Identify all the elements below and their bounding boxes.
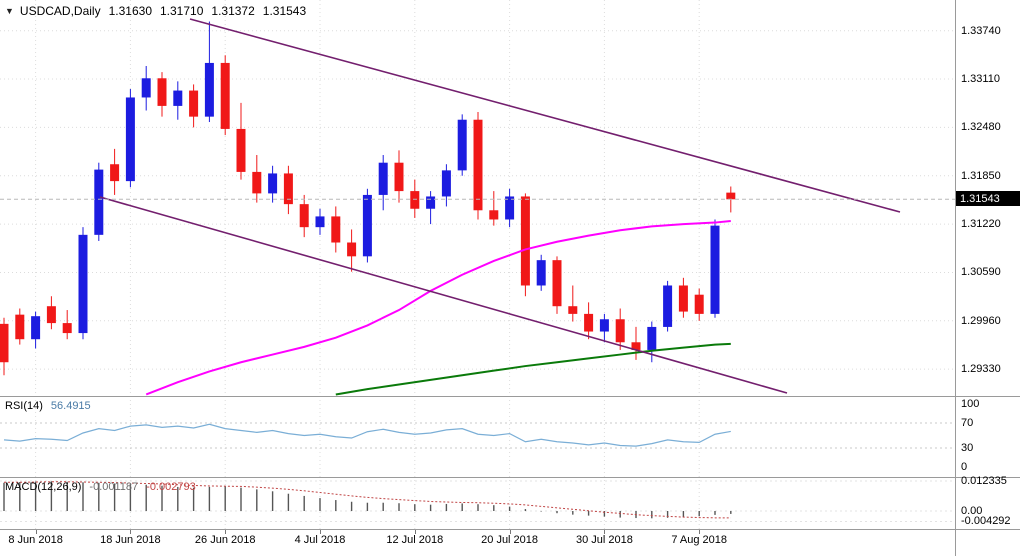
date-axis-label: 4 Jul 2018 [294,534,346,546]
date-axis-tick [414,530,416,534]
macd-axis-label: 0.00 [961,505,983,517]
date-axis-tick [509,530,511,534]
date-axis-label: 20 Jul 2018 [481,534,539,546]
main-rsi-divider[interactable] [0,396,1020,397]
rsi-macd-divider[interactable] [0,477,1020,478]
chart-title-bar: ▼ USDCAD,Daily 1.31630 1.31710 1.31372 1… [5,4,306,18]
rsi-indicator-value: 56.4915 [50,400,91,412]
date-axis-label: 7 Aug 2018 [671,534,728,546]
price-axis-label: 1.33110 [961,73,1000,86]
date-axis-tick [320,530,321,534]
price-axis-label: 1.33740 [961,24,1001,37]
price-axis[interactable]: 1.33740 1.33110 1.32480 1.31850 1.31220 1.305… [957,0,1020,556]
ohlc-open-value: 1.31630 [108,4,152,18]
date-axis-tick [35,530,37,534]
macd-signal-value: -0.002793 [146,481,196,493]
rsi-axis-label: 70 [961,417,974,429]
date-axis-label: 26 Jun 2018 [194,534,256,546]
date-axis-tick [699,530,701,534]
macd-indicator-header: MACD(12,26,9) -0.001187 -0.002793 [5,481,196,493]
date-axis-tick [604,530,606,534]
price-axis-label: 1.29330 [961,363,1001,376]
price-axis-label: 1.32480 [961,121,1001,134]
price-axis-label: 1.31850 [961,169,1001,182]
symbol-timeframe-label: USDCAD,Daily [19,4,101,18]
ohlc-high-value: 1.31710 [160,4,204,18]
rsi-axis-label: 30 [961,442,974,454]
date-axis-label: 8 Jun 2018 [8,534,63,546]
rsi-indicator-label: RSI(14) [5,400,43,412]
rsi-axis-label: 100 [961,398,980,411]
current-price-tag: 1.31543 [956,191,1020,207]
rsi-axis-label: 0 [961,460,968,473]
price-axis-label: 1.31220 [961,218,1001,231]
date-axis-label: 18 Jun 2018 [100,534,161,546]
ohlc-close-value: 1.31543 [262,4,307,18]
macd-timeaxis-divider [0,529,1020,530]
date-axis-label: 12 Jul 2018 [386,534,444,546]
macd-axis-label: 0.012335 [961,474,1007,487]
time-axis[interactable]: 8 Jun 2018 18 Jun 2018 26 Jun 2018 4 Jul 20… [0,530,1020,556]
macd-indicator-label: MACD(12,26,9) [5,481,82,493]
price-chart-canvas[interactable] [0,0,955,556]
ohlc-low-value: 1.31372 [211,4,255,18]
price-axis-label: 1.29960 [961,314,1001,327]
rsi-indicator-header: RSI(14) 56.4915 [5,400,91,412]
macd-axis-label: -0.004292 [961,515,1011,528]
symbol-dropdown-icon[interactable]: ▼ [5,6,14,16]
date-axis-label: 30 Jul 2018 [575,534,633,546]
date-axis-tick [225,530,227,534]
price-axis-label: 1.30590 [961,266,1001,279]
price-axis-divider [955,0,956,556]
date-axis-tick [130,530,132,534]
macd-main-value: -0.001187 [89,481,139,493]
